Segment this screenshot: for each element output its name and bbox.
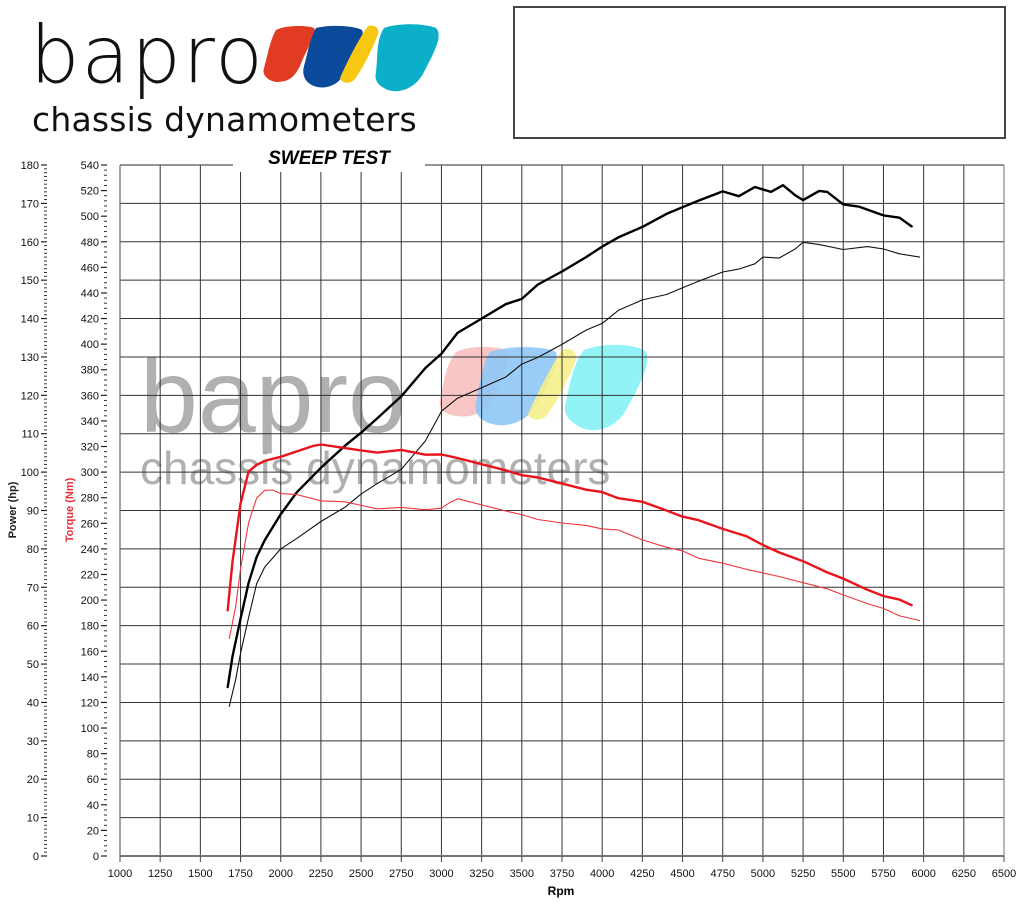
run-info-box [513,6,1006,139]
x-tick-label: 5000 [751,868,775,880]
power-tick-label: 160 [21,237,39,249]
x-tick-label: 6000 [911,868,935,880]
x-tick-label: 5500 [831,868,855,880]
brand-tagline: chassis dynamometers [32,100,417,139]
x-tick-label: 1000 [108,868,132,880]
torque-tick-label: 420 [81,314,99,326]
torque-tick-label: 400 [81,339,99,351]
watermark-swatch [564,344,648,431]
power-tick-label: 10 [27,813,39,825]
power-tick-label: 30 [27,736,39,748]
chart-axes: 1000 1250 1500 1750 2000 2250 2500 2750 3000 3250… [21,160,1017,880]
torque-tick-label: 60 [87,774,99,786]
x-tick-label: 1750 [228,868,252,880]
power-tick-label: 110 [21,429,39,441]
torque-tick-label: 520 [81,186,99,198]
x-tick-label: 4500 [670,868,694,880]
torque-tick-label: 240 [81,544,99,556]
x-axis-label: Rpm [548,884,575,898]
x-tick-label: 3250 [469,868,493,880]
torque-tick-label: 160 [81,646,99,658]
power-tick-label: 40 [27,697,39,709]
torque-tick-label: 260 [81,518,99,530]
power-tick-label: 180 [21,160,39,172]
torque-axis-label: Torque (Nm) [64,477,76,542]
x-tick-label: 3000 [429,868,453,880]
x-tick-label: 6500 [992,868,1016,880]
torque-tick-label: 20 [87,825,99,837]
power-tick-label: 90 [27,506,39,518]
x-tick-label: 3750 [550,868,574,880]
torque-tick-label: 180 [81,621,99,633]
chart-title: SWEEP TEST [268,148,391,169]
x-tick-label: 6250 [952,868,976,880]
torque-tick-label: 280 [81,493,99,505]
x-tick-label: 1250 [148,868,172,880]
torque-tick-label: 0 [93,851,99,863]
power-tick-label: 140 [21,314,39,326]
power-tick-label: 60 [27,621,39,633]
torque-tick-label: 500 [81,211,99,223]
torque-tick-label: 480 [81,237,99,249]
torque-tick-label: 440 [81,288,99,300]
torque-tick-label: 300 [81,467,99,479]
bapro-logo: bapro chassis dynamometers [30,10,439,139]
power-curve [226,184,913,689]
watermark-brand-name: bapro [140,339,406,455]
power-tick-label: 100 [21,467,39,479]
x-tick-label: 4250 [630,868,654,880]
torque-tick-label: 320 [81,442,99,454]
brand-name: bapro [30,10,265,102]
watermark-swatch [475,347,557,426]
brand-color-swatches [263,24,439,92]
torque-tick-label: 200 [81,595,99,607]
x-tick-label: 5250 [791,868,815,880]
power-tick-label: 50 [27,659,39,671]
power-tick-label: 20 [27,774,39,786]
x-tick-label: 4750 [710,868,734,880]
logo-swatch [375,24,439,92]
torque-tick-label: 100 [81,723,99,735]
power-tick-label: 170 [21,198,39,210]
logo-swatch [263,26,315,82]
x-tick-label: 2250 [309,868,333,880]
x-tick-label: 2750 [389,868,413,880]
x-tick-label: 2000 [268,868,292,880]
power-tick-label: 0 [33,851,39,863]
power-curve [228,241,921,707]
watermark-swatch [528,348,577,420]
x-tick-label: 4000 [590,868,614,880]
power-axis-label: Power (hp) [7,481,19,538]
chart-title-group: SWEEP TEST [233,141,425,169]
logo-swatch [303,25,363,88]
torque-tick-label: 80 [87,749,99,761]
torque-tick-label: 220 [81,569,99,581]
torque-tick-label: 140 [81,672,99,684]
chart-series [226,184,921,707]
torque-tick-label: 360 [81,390,99,402]
power-tick-label: 80 [27,544,39,556]
torque-curve [228,489,921,640]
power-tick-label: 130 [21,352,39,364]
torque-tick-label: 120 [81,697,99,709]
logo-swatch [340,25,379,83]
torque-tick-label: 340 [81,416,99,428]
power-tick-label: 150 [21,275,39,287]
power-tick-label: 70 [27,582,39,594]
torque-tick-label: 540 [81,160,99,172]
x-tick-label: 1500 [188,868,212,880]
x-tick-label: 2500 [349,868,373,880]
torque-tick-label: 380 [81,365,99,377]
torque-curve [226,443,913,612]
power-tick-label: 120 [21,390,39,402]
watermark-tagline: chassis dynamometers [140,442,610,494]
x-tick-label: 3500 [510,868,534,880]
torque-tick-label: 40 [87,800,99,812]
torque-tick-label: 460 [81,262,99,274]
x-tick-label: 5750 [871,868,895,880]
